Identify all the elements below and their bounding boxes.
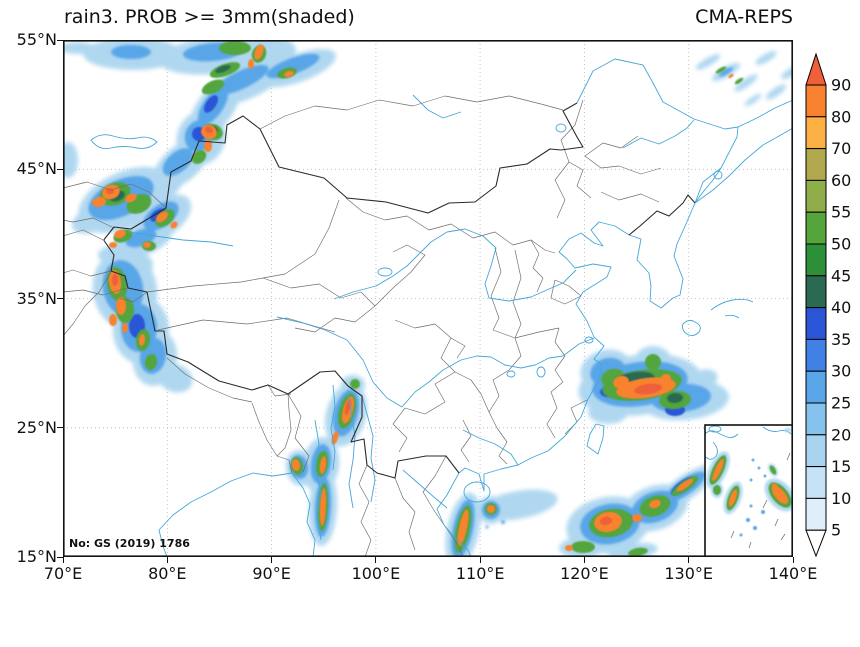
colorbar-segment — [805, 307, 827, 340]
x-axis-tick — [792, 557, 794, 563]
colorbar-segment — [805, 243, 827, 277]
colorbar-segment — [805, 402, 827, 436]
x-axis-tick — [375, 557, 377, 563]
colorbar-tick-label: 15 — [831, 457, 851, 476]
footer-init-times: 2025110318 + 021h 2025110402 + 021h — [65, 582, 274, 647]
national-borders — [103, 102, 696, 479]
geography — [63, 58, 793, 557]
colorbar-tick-label: 55 — [831, 203, 851, 222]
inset-precip-dots — [739, 504, 765, 537]
colorbar-segment — [805, 275, 827, 309]
colorbar: 90 80 70 60 55 50 45 40 35 30 25 20 15 1… — [805, 52, 851, 558]
inset-south-china-sea — [704, 424, 793, 557]
y-axis-tick — [57, 39, 63, 41]
y-tick-label: 45°N — [16, 159, 57, 179]
x-tick-label: 90°E — [252, 564, 291, 583]
colorbar-segment — [805, 434, 827, 468]
x-axis-tick — [166, 557, 168, 563]
colorbar-tick-label: 25 — [831, 394, 851, 413]
colorbar-tick-label: 30 — [831, 362, 851, 381]
colorbar-tick-label: 5 — [831, 521, 841, 540]
map-watermark: No: GS (2019) 1786 — [69, 537, 190, 550]
x-axis-tick — [479, 557, 481, 563]
colorbar-tick-label: 50 — [831, 235, 851, 254]
rivers-coastlines — [90, 58, 793, 557]
x-tick-label: 130°E — [664, 564, 714, 583]
y-tick-label: 35°N — [16, 288, 57, 308]
colorbar-tick-label: 60 — [831, 171, 851, 190]
inset-precip-orange — [712, 459, 789, 507]
graticule — [63, 40, 793, 557]
init-time-utc: 2025110318 + 021h — [65, 642, 274, 647]
colorbar-segment — [805, 211, 827, 245]
colorbar-tick-label: 20 — [831, 425, 851, 444]
colorbar-over-arrow — [805, 52, 827, 86]
valid-time-utc: 2025110415(UTC) — [620, 642, 793, 647]
y-tick-label: 25°N — [16, 417, 57, 437]
y-axis-tick — [57, 298, 63, 299]
colorbar-segment — [805, 116, 827, 150]
y-tick-label: 15°N — [16, 547, 57, 566]
x-tick-label: 100°E — [351, 564, 401, 583]
precip-shading — [63, 40, 793, 557]
y-tick-label: 55°N — [16, 30, 57, 49]
colorbar-tick-label: 80 — [831, 107, 851, 126]
colorbar-segment — [805, 148, 827, 181]
colorbar-segment — [805, 179, 827, 213]
map-frame — [63, 40, 793, 557]
colorbar-segment — [805, 338, 827, 372]
colorbar-segment — [805, 497, 827, 531]
plot-title: rain3. PROB >= 3mm(shaded) — [64, 6, 355, 28]
colorbar-under-arrow — [805, 529, 827, 558]
x-axis-tick — [271, 557, 273, 563]
footer-valid-times: 2025110415(UTC) 2025110423(CST) — [620, 582, 793, 647]
colorbar-tick-label: 10 — [831, 489, 851, 508]
y-axis-tick — [57, 556, 63, 558]
y-axis-tick — [57, 427, 63, 429]
x-axis-tick — [62, 557, 64, 563]
map-canvas: No: GS (2019) 1786 — [63, 40, 793, 557]
model-label: CMA-REPS — [695, 6, 793, 28]
colorbar-segment — [805, 466, 827, 499]
x-tick-label: 80°E — [148, 564, 187, 583]
x-tick-label: 120°E — [560, 564, 609, 583]
colorbar-tick-label: 45 — [831, 266, 851, 285]
colorbar-tick-label: 35 — [831, 330, 851, 349]
colorbar-tick-label: 70 — [831, 139, 851, 158]
y-axis-tick — [57, 168, 63, 170]
x-tick-label: 110°E — [455, 564, 505, 583]
x-axis-tick — [584, 557, 585, 563]
x-tick-label: 70°E — [43, 564, 83, 583]
colorbar-tick-label: 90 — [831, 76, 851, 95]
colorbar-segment — [805, 84, 827, 118]
inset-border — [704, 424, 793, 557]
x-tick-label: 140°E — [768, 564, 818, 583]
inset-dash-marks — [730, 452, 791, 549]
colorbar-segment — [805, 370, 827, 404]
precip-extreme-cores — [106, 126, 662, 526]
colorbar-tick-label: 40 — [831, 298, 851, 317]
x-axis-tick — [688, 557, 690, 563]
province-borders — [63, 95, 662, 557]
